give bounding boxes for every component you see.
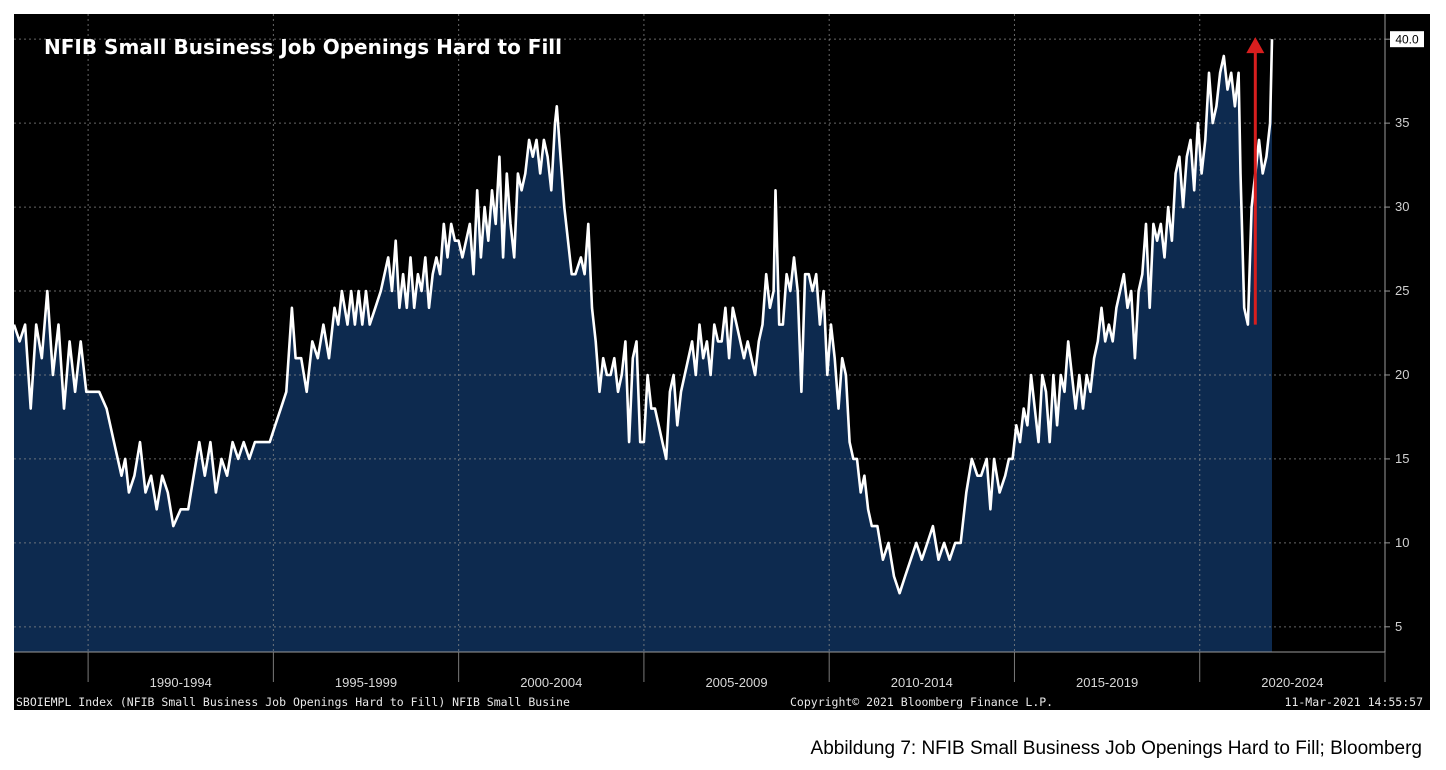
footer-source-label: SBOIEMPL Index (NFIB Small Business Job … [16,695,570,709]
y-tick-label-25: 25 [1395,283,1409,298]
x-period-label-2010-2014: 2010-2014 [891,675,953,690]
plot-layer: 5 10 15 20 25 30 35 40.0 1990-1994 1995-1999 2000-… [12,14,1424,690]
chart-title: NFIB Small Business Job Openings Hard to… [44,35,562,59]
x-period-label-2015-2019: 2015-2019 [1076,675,1138,690]
last-value-badge [1390,31,1424,48]
y-tick-label-20: 20 [1395,367,1409,382]
y-tick-label-35: 35 [1395,115,1409,130]
y-tick-label-10: 10 [1395,535,1409,550]
last-value-label: 40.0 [1395,33,1419,47]
x-period-label-1995-1999: 1995-1999 [335,675,397,690]
series-line [12,39,1274,595]
arrow-annotation-head [1246,37,1265,54]
y-tick-label-30: 30 [1395,199,1409,214]
chart-svg: 5 10 15 20 25 30 35 40.0 1990-1994 1995-1999 2000-… [12,14,1430,710]
x-period-label-2000-2004: 2000-2004 [520,675,582,690]
x-period-label-2020-2024: 2020-2024 [1261,675,1323,690]
footer-timestamp: 11-Mar-2021 14:55:57 [1285,695,1424,709]
x-period-label-1990-1994: 1990-1994 [150,675,212,690]
y-tick-label-5: 5 [1395,619,1402,634]
series-area [14,39,1272,652]
y-tick-label-15: 15 [1395,451,1409,466]
footer-copyright: Copyright© 2021 Bloomberg Finance L.P. [790,695,1053,709]
chart-frame: 5 10 15 20 25 30 35 40.0 1990-1994 1995-1999 2000-… [12,14,1430,710]
x-period-label-2005-2009: 2005-2009 [705,675,767,690]
figure-caption: Abbildung 7: NFIB Small Business Job Ope… [810,738,1422,759]
